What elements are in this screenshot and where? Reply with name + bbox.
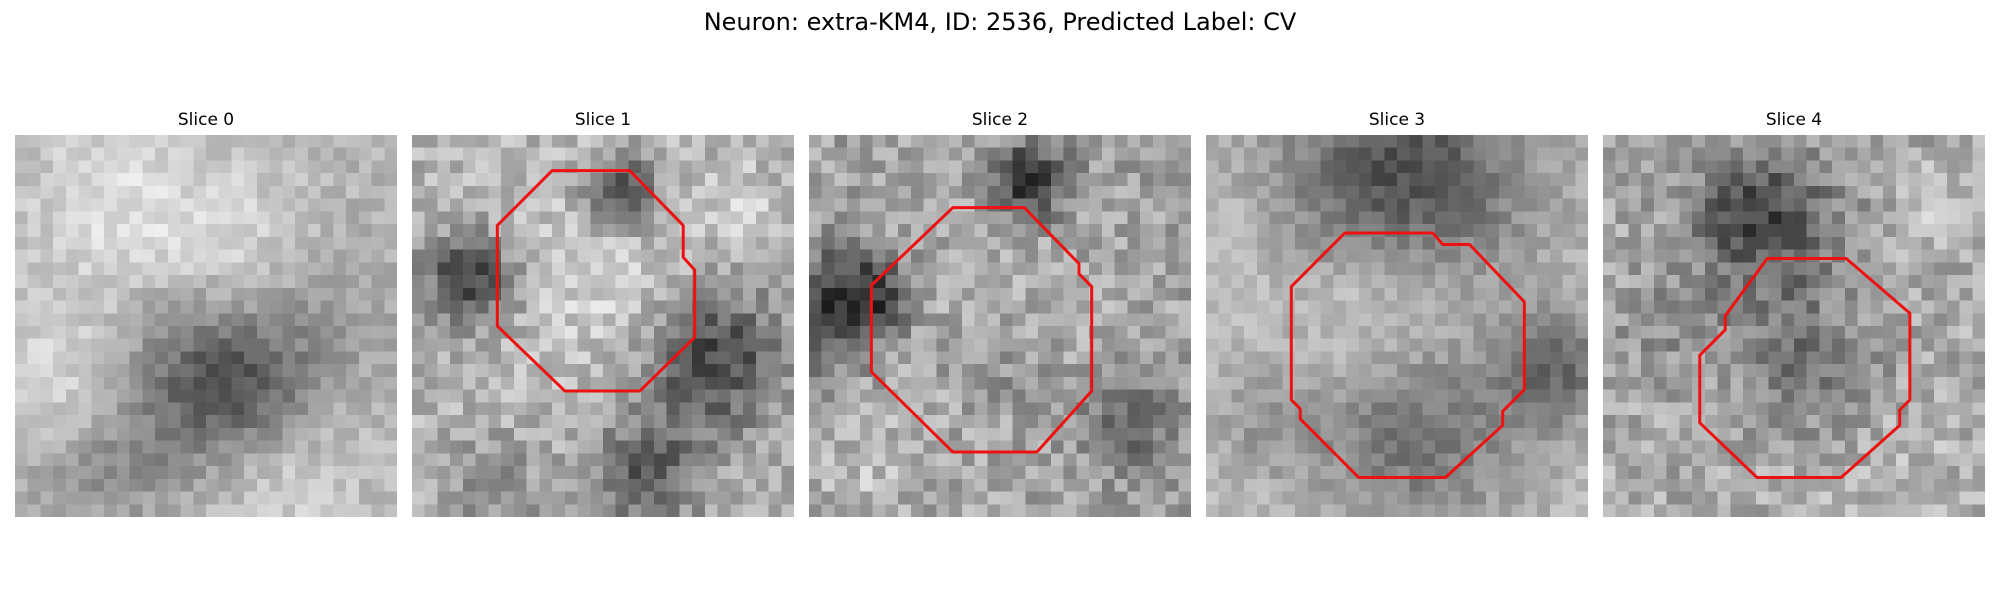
pixel-grid [809, 135, 1191, 517]
slice-title: Slice 0 [177, 110, 235, 130]
slice-panel-0: Slice 0 [15, 110, 397, 517]
pixel-grid [1206, 135, 1588, 517]
slice-panel-1: Slice 1 [412, 110, 794, 517]
pixel-grid [412, 135, 794, 517]
segmentation-contour [1700, 259, 1910, 478]
slice-title: Slice 4 [1765, 110, 1823, 130]
slice-title: Slice 3 [1368, 110, 1426, 130]
slice-image [15, 135, 397, 517]
slice-image [1603, 135, 1985, 517]
slice-panel-4: Slice 4 [1603, 110, 1985, 517]
slice-image [1206, 135, 1588, 517]
slice-image [809, 135, 1191, 517]
pixel-grid [1603, 135, 1985, 517]
pixel-grid [15, 135, 397, 517]
segmentation-contour [1291, 233, 1524, 477]
slice-title: Slice 2 [971, 110, 1029, 130]
slice-title: Slice 1 [574, 110, 632, 130]
slice-panel-2: Slice 2 [809, 110, 1191, 517]
segmentation-contour [497, 171, 694, 391]
slice-panel-3: Slice 3 [1206, 110, 1588, 517]
slice-image [412, 135, 794, 517]
figure-title: Neuron: extra-KM4, ID: 2536, Predicted L… [703, 8, 1297, 36]
segmentation-contour [871, 208, 1091, 452]
